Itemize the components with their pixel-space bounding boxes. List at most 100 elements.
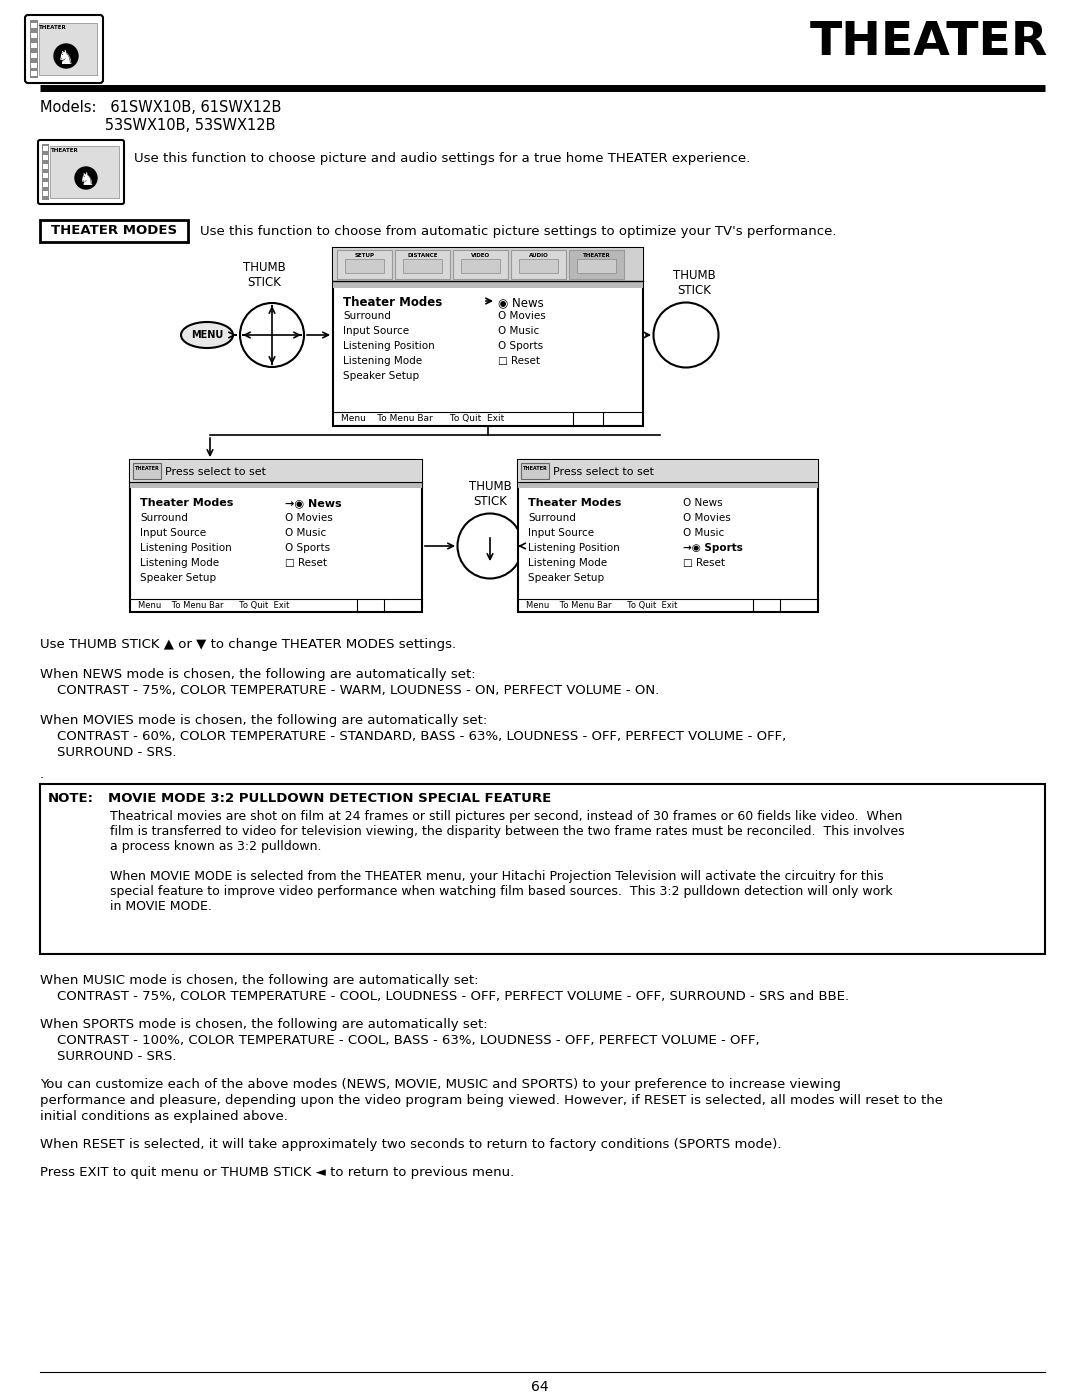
FancyBboxPatch shape [43, 147, 48, 151]
FancyBboxPatch shape [333, 281, 643, 288]
Text: You can customize each of the above modes (NEWS, MOVIE, MUSIC and SPORTS) to you: You can customize each of the above mode… [40, 1078, 841, 1091]
Text: O News: O News [683, 497, 723, 509]
Text: O Movies: O Movies [683, 513, 731, 522]
Text: ♞: ♞ [78, 170, 94, 189]
Text: Surround: Surround [343, 312, 391, 321]
Text: THUMB
STICK: THUMB STICK [469, 481, 511, 509]
Text: Input Source: Input Source [528, 528, 594, 538]
FancyBboxPatch shape [518, 460, 818, 612]
Text: Speaker Setup: Speaker Setup [140, 573, 216, 583]
Text: THUMB
STICK: THUMB STICK [673, 270, 715, 298]
Text: Theatrical movies are shot on film at 24 frames or still pictures per second, in: Theatrical movies are shot on film at 24… [110, 810, 903, 823]
Text: Speaker Setup: Speaker Setup [343, 372, 419, 381]
Text: Press select to set: Press select to set [553, 467, 654, 476]
FancyBboxPatch shape [337, 250, 392, 279]
Text: a process known as 3:2 pulldown.: a process known as 3:2 pulldown. [110, 840, 322, 854]
Text: Use this function to choose picture and audio settings for a true home THEATER e: Use this function to choose picture and … [134, 152, 751, 165]
Text: SETUP: SETUP [354, 253, 375, 258]
Text: Listening Mode: Listening Mode [528, 557, 607, 569]
FancyBboxPatch shape [50, 147, 119, 198]
FancyBboxPatch shape [519, 258, 558, 272]
FancyBboxPatch shape [518, 460, 818, 482]
Text: THEATER: THEATER [523, 467, 548, 471]
FancyBboxPatch shape [461, 258, 500, 272]
FancyBboxPatch shape [40, 219, 188, 242]
Text: Models:   61SWX10B, 61SWX12B: Models: 61SWX10B, 61SWX12B [40, 101, 282, 115]
Text: performance and pleasure, depending upon the video program being viewed. However: performance and pleasure, depending upon… [40, 1094, 943, 1106]
Text: THEATER: THEATER [582, 253, 610, 258]
FancyBboxPatch shape [40, 784, 1045, 954]
Text: O Movies: O Movies [285, 513, 333, 522]
Text: Menu    To Menu Bar      To Quit  Exit: Menu To Menu Bar To Quit Exit [341, 415, 504, 423]
Text: When RESET is selected, it will take approximately two seconds to return to fact: When RESET is selected, it will take app… [40, 1139, 782, 1151]
Text: NOTE:: NOTE: [48, 792, 94, 805]
Text: DISTANCE: DISTANCE [407, 253, 437, 258]
FancyBboxPatch shape [133, 462, 161, 479]
FancyBboxPatch shape [403, 258, 442, 272]
Text: When MOVIES mode is chosen, the following are automatically set:: When MOVIES mode is chosen, the followin… [40, 714, 487, 726]
FancyBboxPatch shape [31, 53, 37, 59]
Text: CONTRAST - 75%, COLOR TEMPERATURE - COOL, LOUDNESS - OFF, PERFECT VOLUME - OFF, : CONTRAST - 75%, COLOR TEMPERATURE - COOL… [40, 990, 849, 1003]
Text: Listening Position: Listening Position [140, 543, 232, 553]
Text: Menu    To Menu Bar      To Quit  Exit: Menu To Menu Bar To Quit Exit [138, 601, 289, 610]
Text: AUDIO: AUDIO [528, 253, 549, 258]
Text: Listening Mode: Listening Mode [343, 356, 422, 366]
Text: Listening Mode: Listening Mode [140, 557, 219, 569]
FancyBboxPatch shape [31, 43, 37, 47]
Text: Theater Modes: Theater Modes [528, 497, 621, 509]
FancyBboxPatch shape [395, 250, 450, 279]
Text: THEATER: THEATER [810, 20, 1048, 66]
Text: SURROUND - SRS.: SURROUND - SRS. [40, 746, 176, 759]
FancyBboxPatch shape [31, 71, 37, 75]
Text: O Movies: O Movies [498, 312, 545, 321]
Text: □ Reset: □ Reset [683, 557, 725, 569]
FancyBboxPatch shape [511, 250, 566, 279]
Text: When MUSIC mode is chosen, the following are automatically set:: When MUSIC mode is chosen, the following… [40, 974, 478, 988]
Text: Listening Position: Listening Position [343, 341, 435, 351]
Text: When MOVIE MODE is selected from the THEATER menu, your Hitachi Projection Telev: When MOVIE MODE is selected from the THE… [110, 870, 883, 883]
Text: in MOVIE MODE.: in MOVIE MODE. [110, 900, 212, 914]
Text: Input Source: Input Source [140, 528, 206, 538]
Circle shape [54, 43, 78, 68]
Text: Input Source: Input Source [343, 326, 409, 337]
Text: VIDEO: VIDEO [471, 253, 490, 258]
Text: THEATER: THEATER [135, 467, 160, 471]
Text: Surround: Surround [528, 513, 576, 522]
FancyBboxPatch shape [130, 460, 422, 482]
Text: Speaker Setup: Speaker Setup [528, 573, 604, 583]
Text: →◉ News: →◉ News [285, 497, 341, 509]
FancyBboxPatch shape [569, 250, 624, 279]
FancyBboxPatch shape [30, 20, 38, 78]
FancyBboxPatch shape [38, 140, 124, 204]
FancyBboxPatch shape [453, 250, 508, 279]
Text: O Music: O Music [683, 528, 725, 538]
Text: Menu    To Menu Bar      To Quit  Exit: Menu To Menu Bar To Quit Exit [526, 601, 677, 610]
FancyBboxPatch shape [43, 182, 48, 187]
Ellipse shape [181, 321, 233, 348]
FancyBboxPatch shape [43, 191, 48, 196]
FancyBboxPatch shape [345, 258, 384, 272]
Text: Listening Position: Listening Position [528, 543, 620, 553]
FancyBboxPatch shape [31, 22, 37, 28]
Text: Surround: Surround [140, 513, 188, 522]
Text: →◉ Sports: →◉ Sports [683, 543, 743, 553]
Text: When SPORTS mode is chosen, the following are automatically set:: When SPORTS mode is chosen, the followin… [40, 1018, 488, 1031]
Text: CONTRAST - 60%, COLOR TEMPERATURE - STANDARD, BASS - 63%, LOUDNESS - OFF, PERFEC: CONTRAST - 60%, COLOR TEMPERATURE - STAN… [40, 731, 786, 743]
Text: THUMB
STICK: THUMB STICK [243, 261, 285, 289]
Text: .: . [40, 768, 44, 781]
Text: □ Reset: □ Reset [498, 356, 540, 366]
Text: film is transferred to video for television viewing, the disparity between the t: film is transferred to video for televis… [110, 826, 905, 838]
Text: Use this function to choose from automatic picture settings to optimize your TV': Use this function to choose from automat… [200, 225, 837, 237]
FancyBboxPatch shape [130, 460, 422, 612]
Text: initial conditions as explained above.: initial conditions as explained above. [40, 1111, 288, 1123]
Text: THEATER MODES: THEATER MODES [51, 225, 177, 237]
Circle shape [75, 168, 97, 189]
FancyBboxPatch shape [518, 482, 818, 488]
Text: O Sports: O Sports [285, 543, 330, 553]
Text: MENU: MENU [191, 330, 224, 339]
Text: Theater Modes: Theater Modes [140, 497, 233, 509]
FancyBboxPatch shape [577, 258, 616, 272]
FancyBboxPatch shape [43, 155, 48, 161]
FancyBboxPatch shape [43, 163, 48, 169]
Text: Theater Modes: Theater Modes [343, 296, 442, 309]
